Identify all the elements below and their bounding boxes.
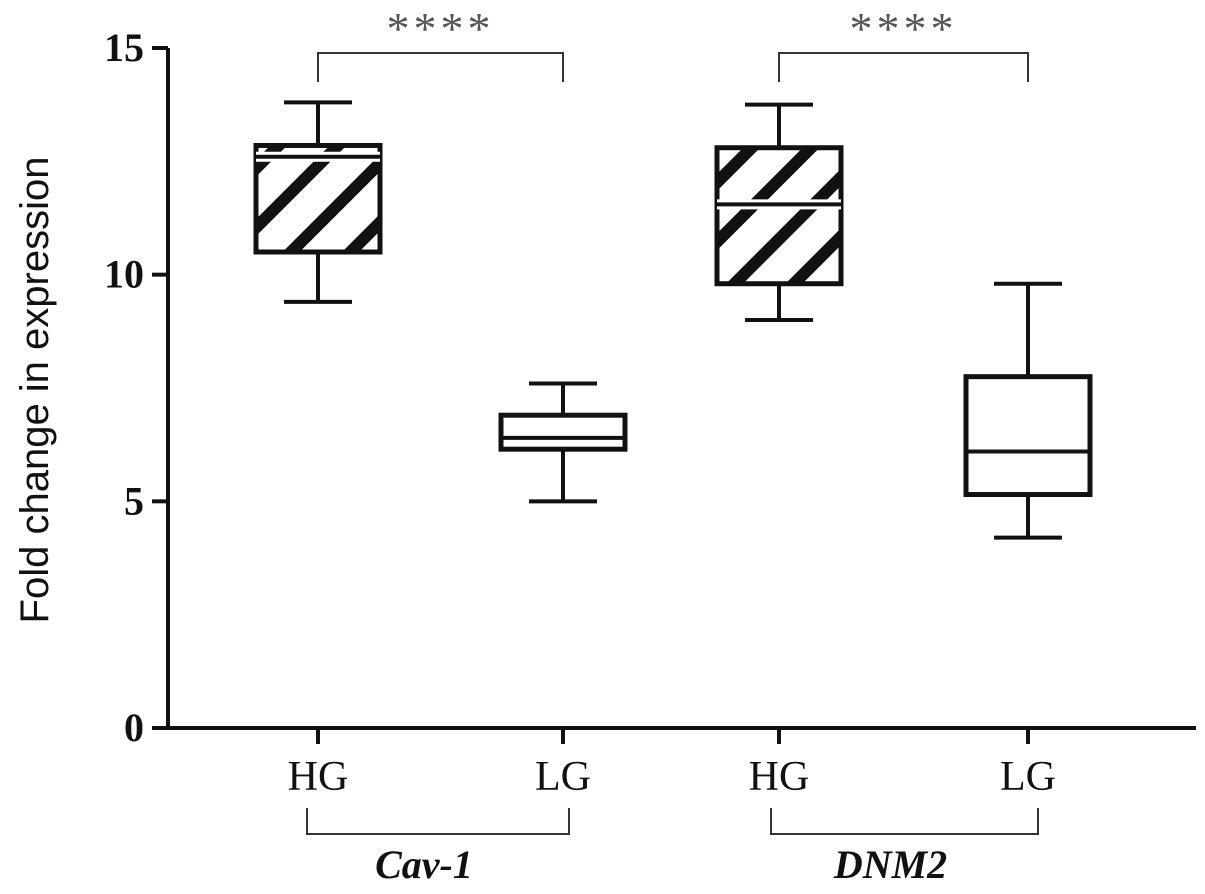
y-tick-label: 15 [104, 25, 144, 70]
axes: 0 5 10 15 HG LG HG LG [104, 25, 1196, 800]
group-bracket [306, 808, 570, 835]
significance-bracket [778, 52, 1029, 82]
x-tick-label: LG [535, 754, 591, 800]
group-label: DNM2 [833, 842, 947, 887]
significance-label: **** [850, 3, 958, 54]
y-axis-label: Fold change in expression [13, 157, 57, 624]
group-label: Cav-1 [375, 842, 473, 887]
boxes [253, 100, 1093, 540]
x-tick-label: LG [1000, 754, 1056, 800]
annotations: **** Cav-1 **** DNM2 [306, 3, 1039, 887]
group-bracket [770, 808, 1039, 835]
box-cav-1-lg [498, 412, 628, 452]
y-tick-label: 0 [124, 705, 144, 750]
box-cav-1-hg [253, 142, 383, 255]
box-dnm2-lg [963, 374, 1093, 498]
y-tick-label: 5 [124, 478, 144, 523]
y-tick-label: 10 [104, 252, 144, 297]
x-tick-label: HG [288, 754, 349, 800]
box-dnm2-hg [714, 145, 844, 287]
x-tick-label: HG [749, 754, 810, 800]
significance-label: **** [387, 3, 495, 54]
significance-bracket [317, 52, 564, 82]
